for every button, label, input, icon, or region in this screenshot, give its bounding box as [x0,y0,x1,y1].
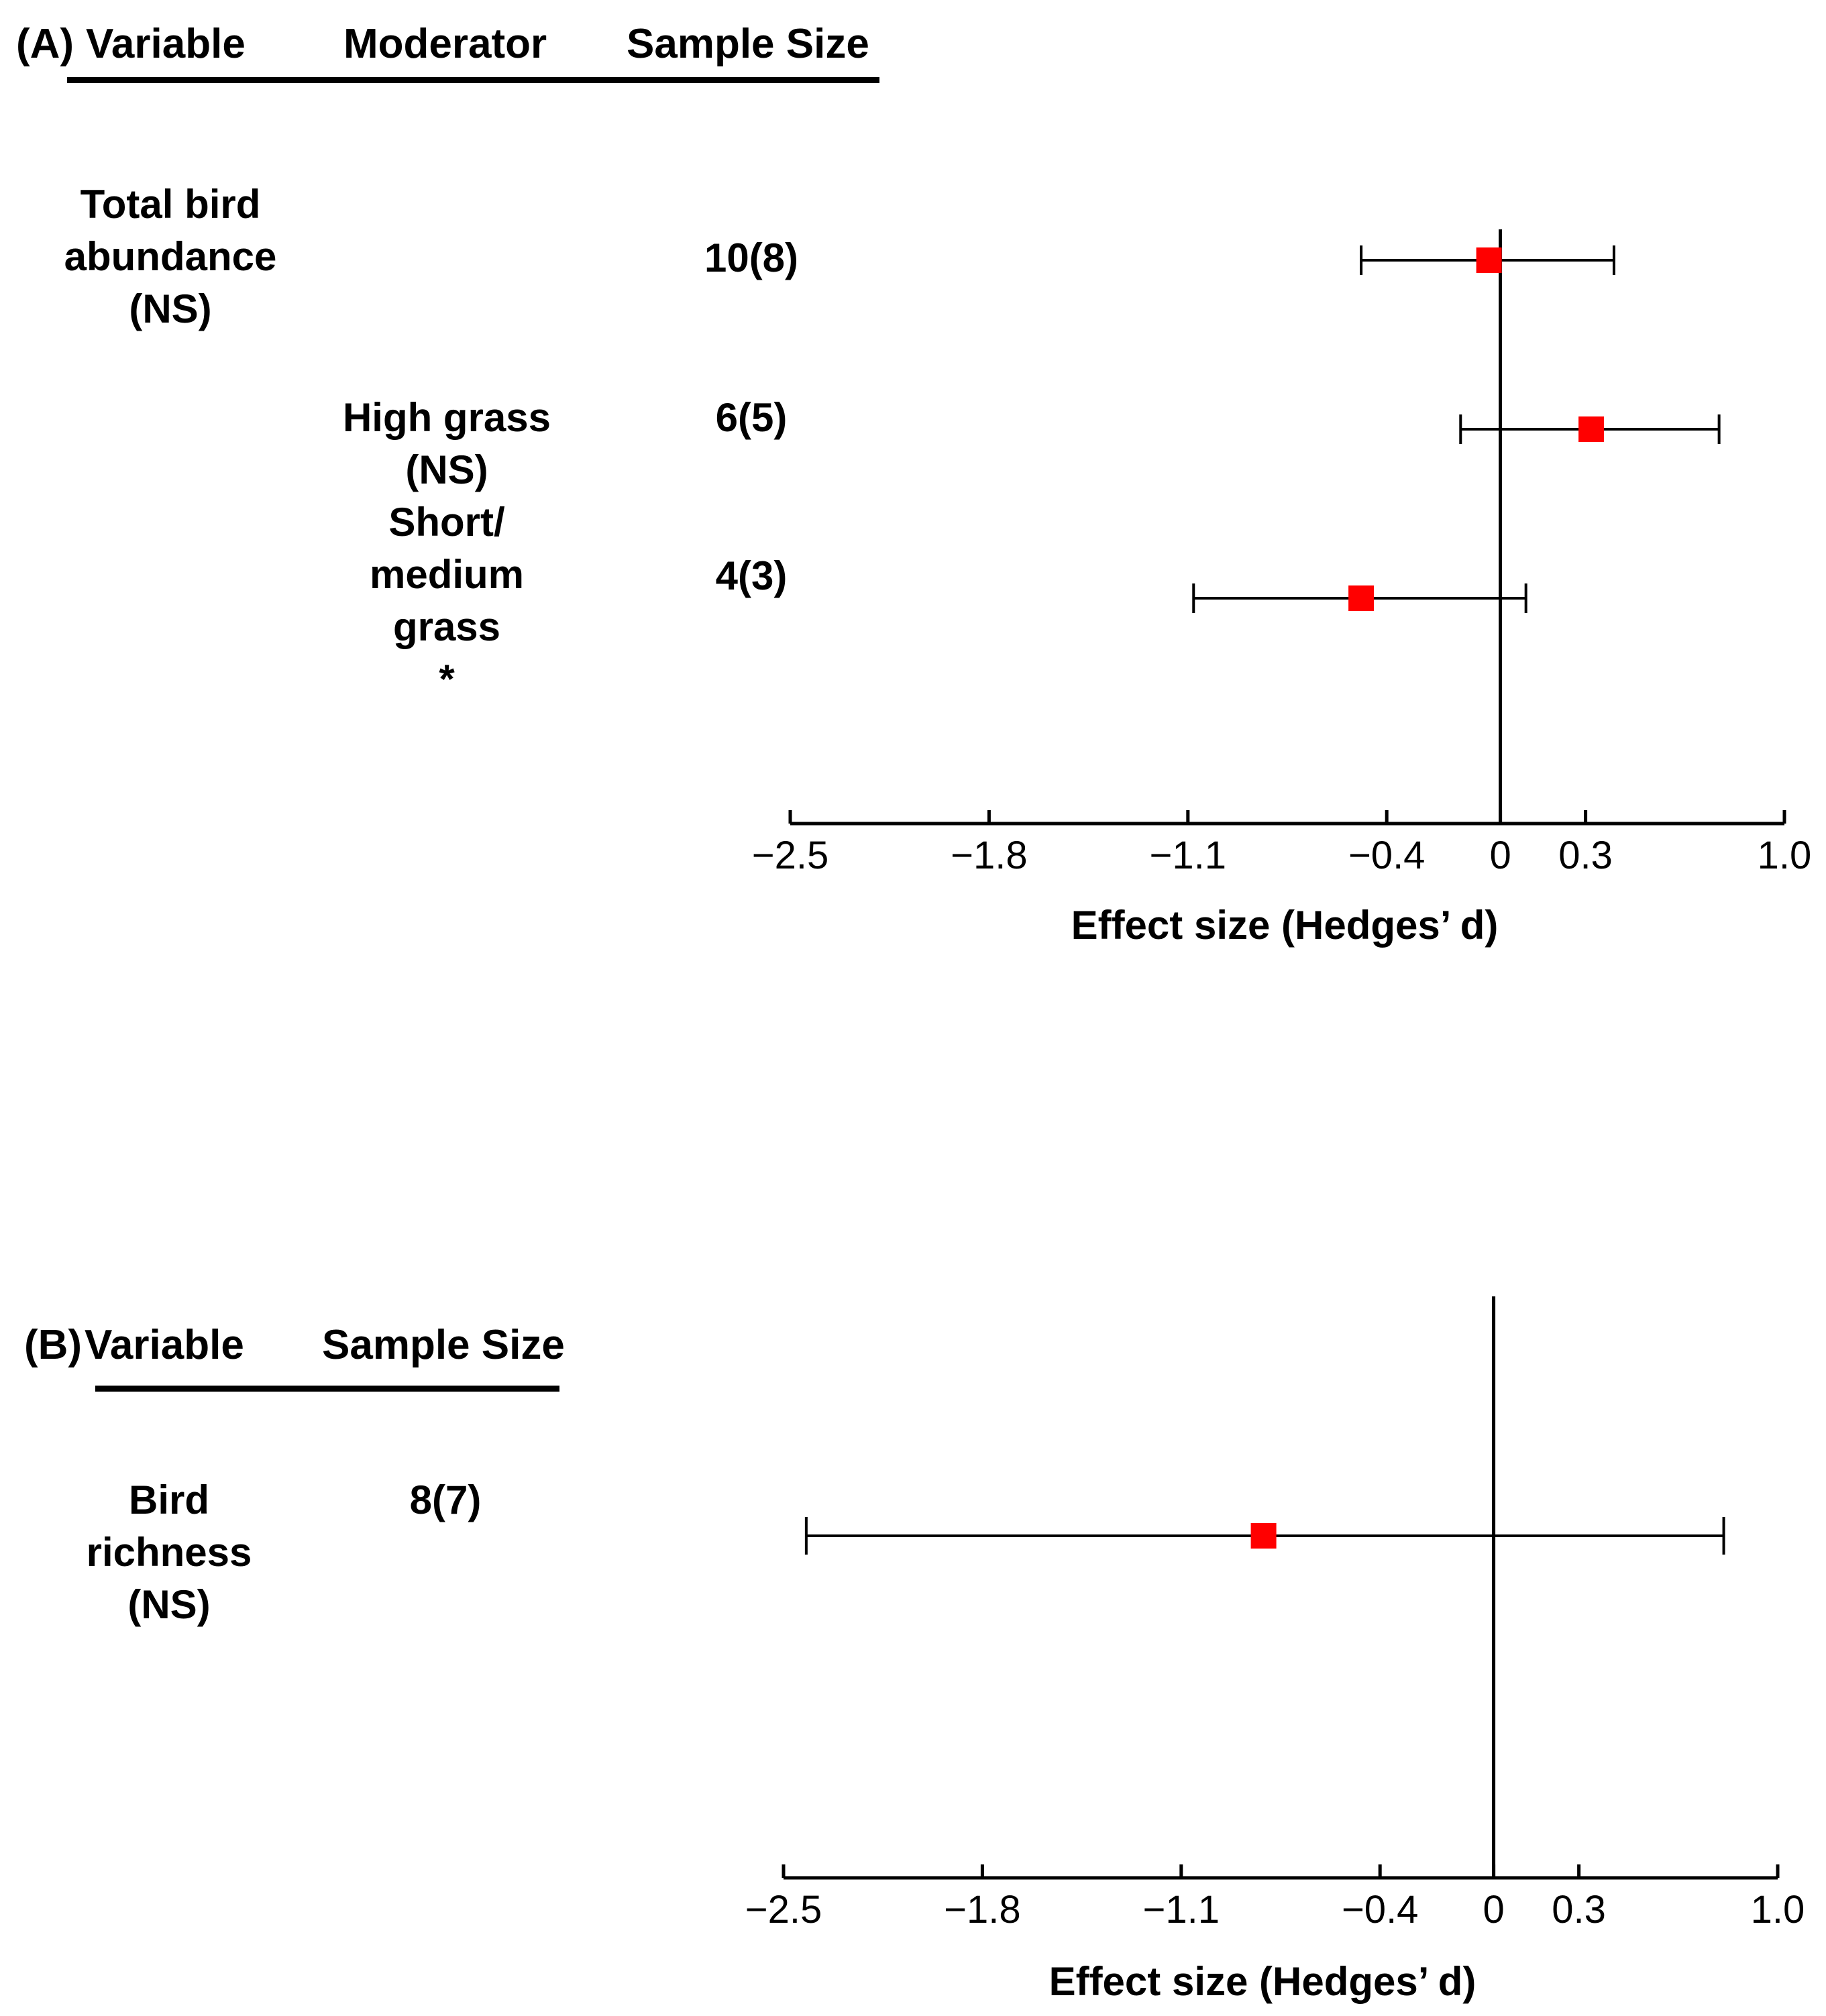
panel-a-row-1-sample-size: 10(8) [704,235,799,280]
panel-a-x-tick-label: 0 [1489,834,1511,877]
panel-b-x-tick-label: −0.4 [1342,1888,1419,1931]
panel-b-x-tick-label: 0 [1483,1888,1504,1931]
panel-b-row-1-sample-size: 8(7) [409,1477,482,1522]
panel-a-label: (A) [16,21,74,67]
panel-b-header-variable: Variable [85,1322,244,1368]
panel-a-x-tick-label: −0.4 [1348,834,1426,877]
panel-a-row-1-variable: Total bird abundance (NS) [64,182,277,331]
panel-b-x-tick-label: −1.1 [1143,1888,1220,1931]
panel-a-x-axis-label: Effect size (Hedges’ d) [1071,903,1499,948]
panel-b-point-estimate-bird-richness [1250,1523,1277,1549]
panel-b-header-rule [95,1386,559,1392]
panel-a-row-3-sample-size: 4(3) [715,553,788,598]
panel-a-point-estimate-high-grass [1578,416,1605,442]
forest-plot-a: −2.5 −1.8 −1.1 −0.4 0 0.3 1.0 Effect size (Hedg… [752,229,1812,948]
panel-a-x-tick-label: 0.3 [1558,834,1613,877]
panel-a-header-variable: Variable [86,21,246,67]
panel-a-x-tick-label: −1.8 [951,834,1028,877]
panel-a-header-sample-size: Sample Size [627,21,869,67]
panel-a-x-tick-label: 1.0 [1758,834,1812,877]
panel-a-x-tick-label: −1.1 [1150,834,1227,877]
panel-b-x-axis-label: Effect size (Hedges’ d) [1049,1959,1476,2004]
panel-a-row-2-sample-size: 6(5) [715,395,788,440]
panel-a-row-2-moderator: High grass (NS) [342,395,551,492]
panel-b-label: (B) [24,1322,83,1368]
panel-b-row-1-variable: Bird richness (NS) [86,1477,252,1627]
panel-b-x-tick-label: −2.5 [745,1888,822,1931]
panel-a-row-3-moderator: Short/ medium grass * [369,500,525,702]
panel-b-x-tick-label: −1.8 [944,1888,1021,1931]
panel-a-point-estimate-total-bird-abundance [1476,247,1502,273]
panel-b-x-tick-label: 1.0 [1751,1888,1805,1931]
panel-b-header-sample-size: Sample Size [322,1322,565,1368]
panel-a-point-estimate-short-medium-grass [1348,585,1375,611]
panel-b-x-tick-label: 0.3 [1552,1888,1606,1931]
panel-a-header-rule [67,77,879,83]
panel-a-header-moderator: Moderator [343,21,547,67]
panel-a-x-tick-label: −2.5 [752,834,829,877]
